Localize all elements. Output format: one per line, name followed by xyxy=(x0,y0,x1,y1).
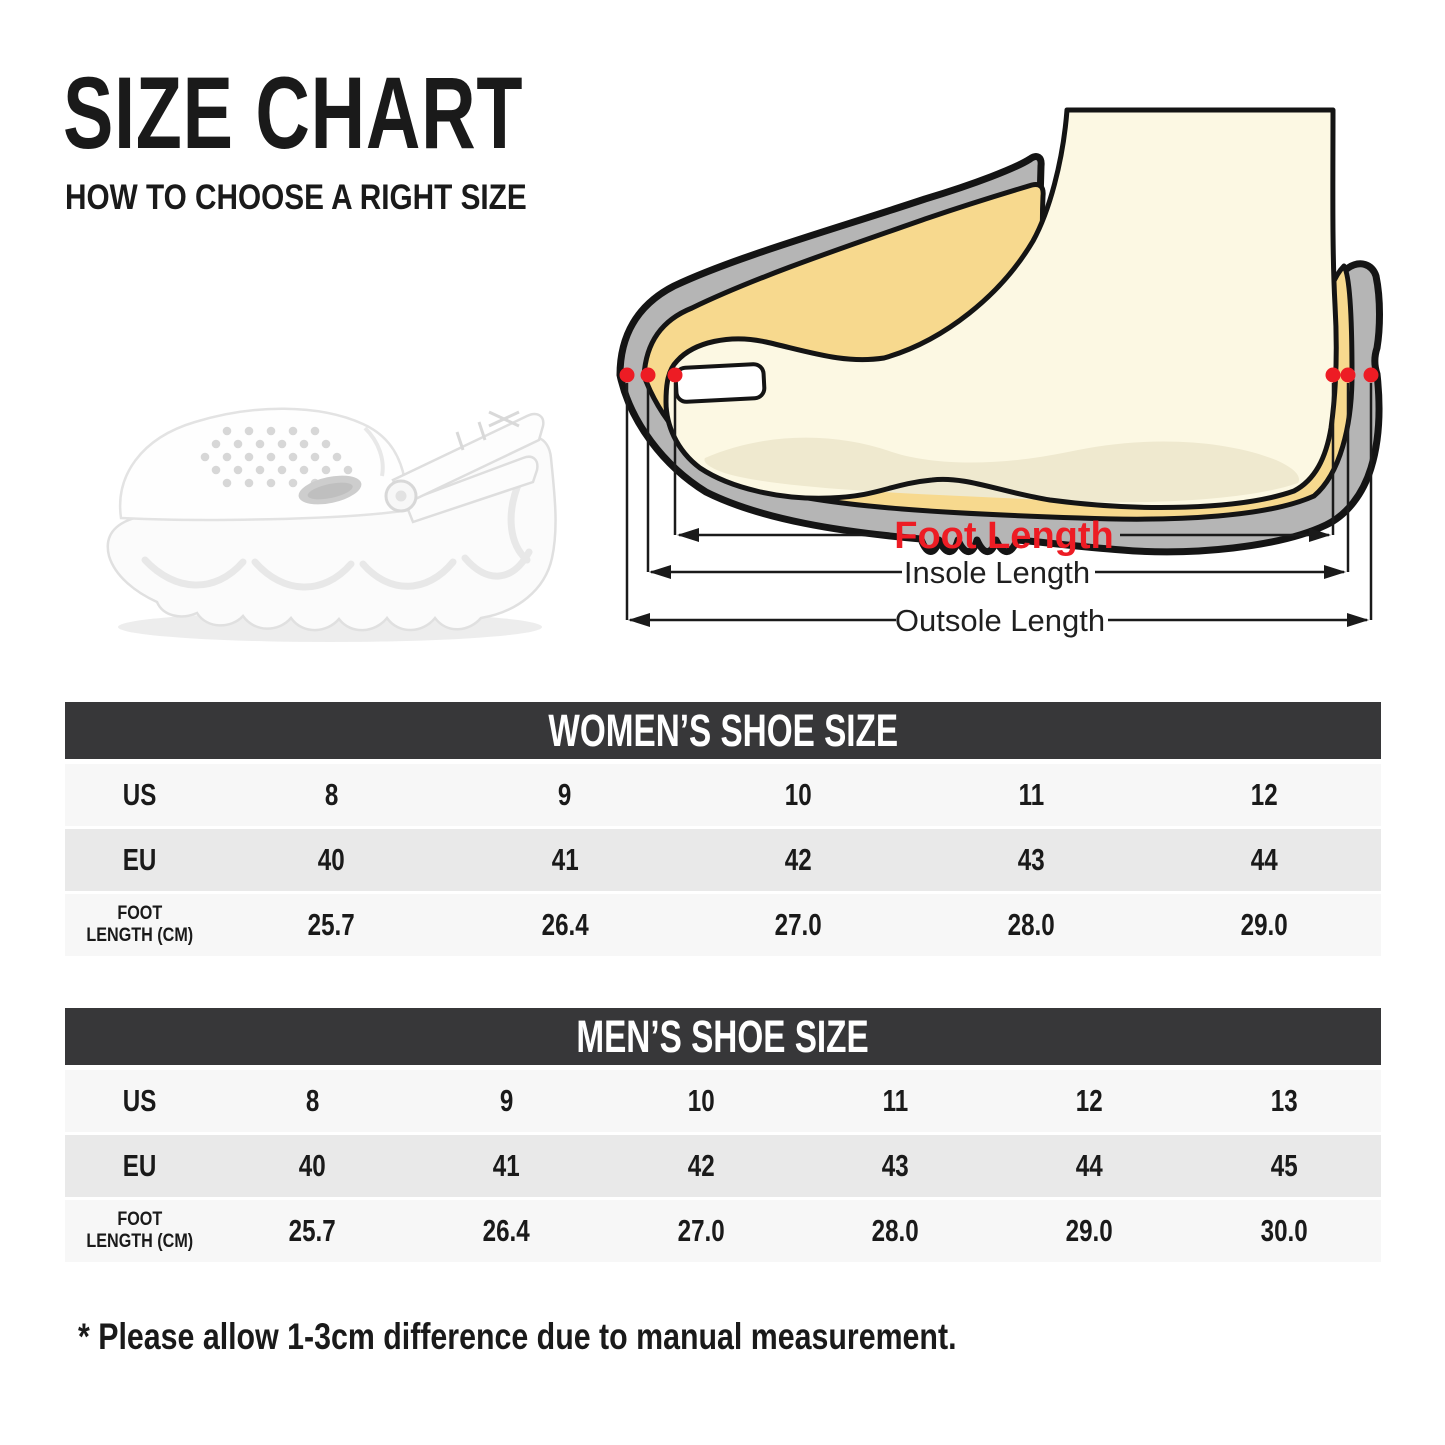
size-cell: 41 xyxy=(493,1148,520,1183)
row-label-foot-length: FOOT LENGTH (CM) xyxy=(86,1209,194,1252)
title-block: SIZE CHART HOW TO CHOOSE A RIGHT SIZE xyxy=(63,62,685,215)
row-label-us: US xyxy=(123,1083,157,1118)
foot-length-arrow xyxy=(677,528,1331,542)
size-cell: 44 xyxy=(1250,842,1278,877)
measure-point-dots xyxy=(619,367,1379,383)
heel-strap-lower xyxy=(403,455,539,524)
size-cell: 9 xyxy=(558,777,572,812)
size-cell: 10 xyxy=(687,1083,715,1118)
sole-wave-sculpt xyxy=(141,476,533,591)
foot-shade xyxy=(704,437,1300,503)
size-cell: 45 xyxy=(1270,1148,1298,1183)
page-title: SIZE CHART xyxy=(63,56,524,170)
heel-strap xyxy=(391,412,545,506)
size-cell: 43 xyxy=(881,1148,909,1183)
collar-shading xyxy=(363,426,385,477)
size-cell: 41 xyxy=(551,842,579,877)
size-cell: 11 xyxy=(1018,777,1044,812)
measure-dot xyxy=(619,367,635,383)
womens-row-footlength: FOOT LENGTH (CM) 25.7 26.4 27.0 28.0 29.… xyxy=(65,894,1381,956)
size-cell: 9 xyxy=(499,1083,514,1118)
size-cell: 26.4 xyxy=(541,907,589,942)
mens-size-table: MEN’S SHOE SIZE US 8 9 10 11 12 13 EU 40… xyxy=(65,1008,1381,1262)
size-cell: 12 xyxy=(1250,777,1278,812)
foot-length-label: Foot Length xyxy=(894,515,1113,557)
size-cell: 11 xyxy=(882,1083,908,1118)
size-cell: 28.0 xyxy=(1007,907,1055,942)
size-cell: 43 xyxy=(1017,842,1045,877)
womens-row-eu: EU 40 41 42 43 44 xyxy=(65,829,1381,891)
size-cell: 8 xyxy=(324,777,339,812)
size-cell: 30.0 xyxy=(1260,1213,1308,1248)
measure-dot xyxy=(667,367,683,383)
product-shoe-photo xyxy=(106,407,557,642)
outsole-length-arrow xyxy=(628,613,1369,627)
shoe-upper xyxy=(118,407,411,522)
size-cell: 27.0 xyxy=(677,1213,725,1248)
outsole-length-label: Outsole Length xyxy=(895,603,1105,638)
row-label-eu: EU xyxy=(123,1148,157,1183)
size-cell: 29.0 xyxy=(1065,1213,1114,1248)
measurement-footnote: * Please allow 1-3cm difference due to m… xyxy=(78,1316,1149,1358)
side-vent-hole xyxy=(298,475,362,505)
size-cell: 25.7 xyxy=(288,1213,336,1248)
perforation-holes xyxy=(200,426,353,488)
foot-outline xyxy=(663,107,1339,510)
womens-table-title-bar: WOMEN’S SHOE SIZE xyxy=(65,702,1381,759)
measure-dot xyxy=(1325,367,1341,383)
insole-length-arrow xyxy=(649,565,1346,579)
size-cell: 27.0 xyxy=(774,907,822,942)
womens-table-title: WOMEN’S SHOE SIZE xyxy=(548,704,898,756)
womens-size-table: WOMEN’S SHOE SIZE US 8 9 10 11 12 EU 40 … xyxy=(65,702,1381,956)
size-cell: 42 xyxy=(687,1148,715,1183)
size-cell: 29.0 xyxy=(1240,907,1288,942)
size-cell: 28.0 xyxy=(871,1213,919,1248)
row-label-eu: EU xyxy=(123,842,157,877)
strap-rivet-center xyxy=(395,490,407,502)
strap-buckle-detail xyxy=(455,410,520,451)
measurement-footnote-text: * Please allow 1-3cm difference due to m… xyxy=(78,1316,957,1357)
size-cell: 13 xyxy=(1270,1083,1298,1118)
foot-measurement-diagram: Foot Length Insole Length Outsole Length xyxy=(616,107,1383,638)
measure-dot xyxy=(1363,367,1379,383)
mens-row-us: US 8 9 10 11 12 13 xyxy=(65,1070,1381,1132)
mens-row-eu: EU 40 41 42 43 44 45 xyxy=(65,1135,1381,1197)
toenail xyxy=(673,362,767,404)
womens-row-us: US 8 9 10 11 12 xyxy=(65,764,1381,826)
mens-row-footlength: FOOT LENGTH (CM) 25.7 26.4 27.0 28.0 29.… xyxy=(65,1200,1381,1262)
size-cell: 25.7 xyxy=(308,907,356,942)
mens-table-title: MEN’S SHOE SIZE xyxy=(576,1010,870,1062)
size-cell: 42 xyxy=(784,842,812,877)
insole-length-label: Insole Length xyxy=(904,555,1090,590)
size-cell: 26.4 xyxy=(482,1213,531,1248)
row-label-foot-length: FOOT LENGTH (CM) xyxy=(86,903,194,946)
size-cell: 40 xyxy=(318,842,346,877)
row-label-us: US xyxy=(123,777,157,812)
size-cell: 40 xyxy=(298,1148,326,1183)
mens-table-title-bar: MEN’S SHOE SIZE xyxy=(65,1008,1381,1065)
measure-dot xyxy=(1340,367,1356,383)
size-cell: 10 xyxy=(784,777,812,812)
measure-dot xyxy=(640,367,656,383)
size-cell: 12 xyxy=(1076,1083,1103,1118)
foot-shape xyxy=(666,110,1337,508)
page-subtitle: HOW TO CHOOSE A RIGHT SIZE xyxy=(65,178,527,217)
measure-guide-lines xyxy=(625,383,1373,620)
size-cell: 44 xyxy=(1076,1148,1103,1183)
size-cell: 8 xyxy=(305,1083,319,1118)
